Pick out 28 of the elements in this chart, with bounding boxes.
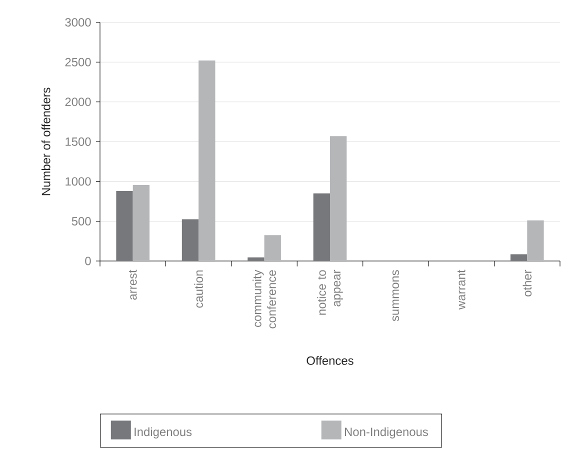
bar <box>132 185 150 261</box>
bar <box>116 190 133 261</box>
bar <box>527 220 544 261</box>
y-tick-label: 500 <box>72 216 91 226</box>
legend-label: Indigenous <box>134 427 192 438</box>
y-tick-label: 1000 <box>66 177 91 186</box>
y-tick-label: 0 <box>85 256 91 266</box>
x-tick-label: arrest <box>128 270 137 300</box>
y-tick-label: 1500 <box>66 137 91 146</box>
x-tick-label: community conference <box>252 270 276 328</box>
bar <box>330 136 347 261</box>
x-tick-label: warrant <box>458 270 466 310</box>
legend-label: Non-Indigenous <box>345 427 428 438</box>
bar <box>198 60 216 261</box>
bar <box>313 193 330 261</box>
bar <box>510 254 528 261</box>
bar <box>264 235 281 261</box>
y-tick-label: 3000 <box>65 18 91 27</box>
x-tick-label: other <box>522 270 532 296</box>
x-tick-label: notice to appear <box>317 270 343 315</box>
y-axis-title: Number of offenders <box>41 88 50 196</box>
bar <box>182 219 199 261</box>
x-tick-label: caution <box>194 270 203 308</box>
x-tick-label: summons <box>392 270 399 322</box>
x-axis-title: Offences <box>306 356 354 365</box>
y-tick-label: 2500 <box>65 58 91 66</box>
bar <box>248 257 264 261</box>
y-tick-label: 2000 <box>65 98 91 106</box>
